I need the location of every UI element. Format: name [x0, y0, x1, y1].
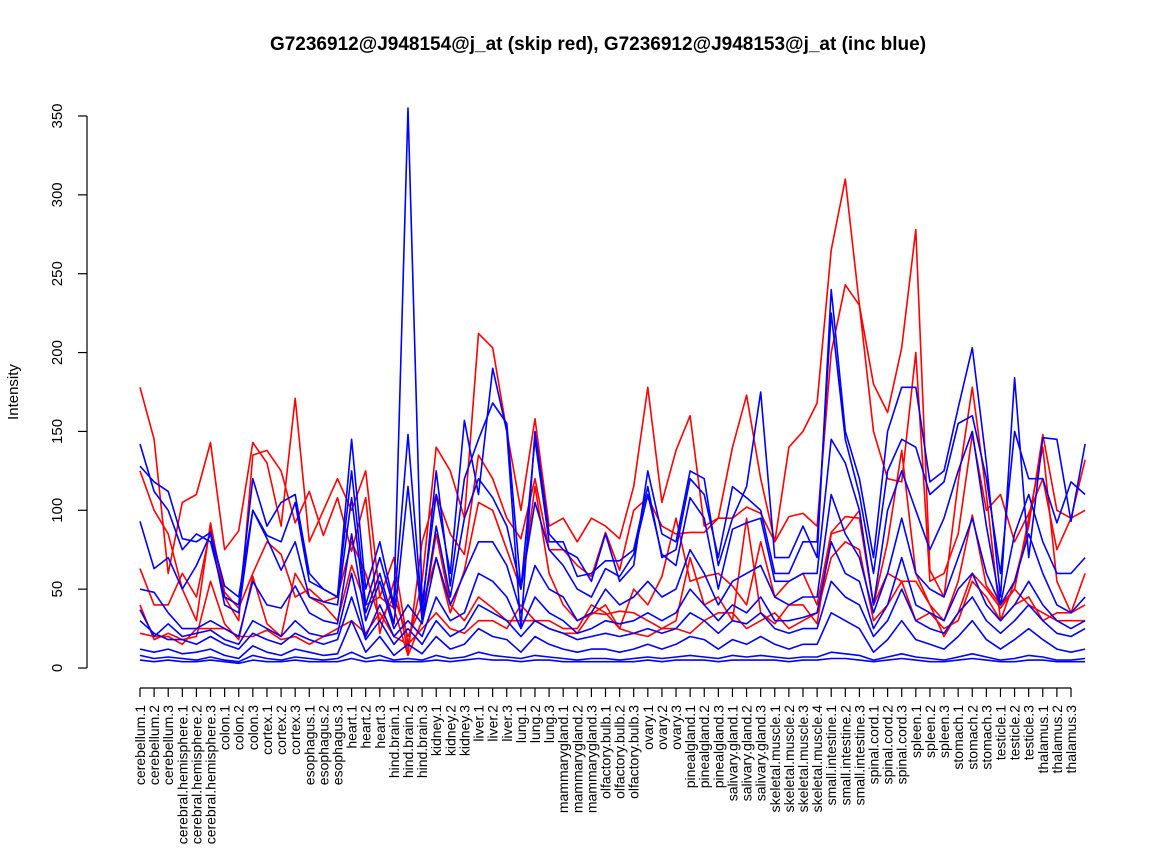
x-tick-label: salivary.gland.1 — [724, 705, 740, 801]
x-tick-label: esophagus.1 — [301, 705, 317, 785]
series-line-inc-5 — [139, 540, 1086, 646]
chart-title: G7236912@J948154@j_at (skip red), G72369… — [270, 34, 926, 55]
x-tick-label: liver.3 — [499, 705, 515, 742]
x-tick-label: cerebellum.2 — [146, 705, 162, 785]
series-line-inc-2 — [139, 312, 1086, 614]
x-tick-label: spinal.cord.2 — [880, 705, 896, 785]
x-tick-label: olfactory.bulb.3 — [626, 705, 642, 799]
x-tick-label: ovary.1 — [640, 705, 656, 750]
y-axis-label: Intensity — [5, 364, 22, 420]
y-tick-label: 300 — [49, 182, 66, 207]
x-tick-label: hind.brain.3 — [414, 705, 430, 778]
x-tick-label: cerebellum.1 — [132, 705, 148, 785]
x-tick-label: mammarygland.3 — [583, 705, 599, 813]
x-tick-label: heart.1 — [344, 705, 360, 749]
series-line-inc-7 — [139, 611, 1086, 660]
x-tick-label: spleen.3 — [936, 705, 952, 758]
x-tick-label: thalamus.2 — [1049, 705, 1065, 774]
x-tick-label: skeletal.muscle.1 — [767, 705, 783, 813]
plot-lines — [139, 107, 1086, 665]
x-tick-label: colon.1 — [217, 705, 233, 750]
x-tick-label: lung.1 — [513, 705, 529, 743]
x-tick-label: thalamus.3 — [1063, 705, 1079, 774]
x-tick-label: small.intestine.2 — [837, 705, 853, 806]
x-tick-label: salivary.gland.2 — [739, 705, 755, 801]
x-tick-label: ovary.2 — [654, 705, 670, 750]
x-axis: cerebellum.1cerebellum.2cerebellum.3cere… — [132, 687, 1079, 845]
x-tick-label: kidney.3 — [456, 705, 472, 756]
x-tick-label: olfactory.bulb.1 — [598, 705, 614, 799]
x-tick-label: salivary.gland.3 — [753, 705, 769, 801]
x-tick-label: spinal.cord.3 — [894, 705, 910, 785]
x-tick-label: liver.1 — [471, 705, 487, 742]
x-tick-label: testicle.2 — [1007, 705, 1023, 760]
y-tick-label: 350 — [49, 103, 66, 128]
x-tick-label: cortex.3 — [287, 705, 303, 755]
x-tick-label: colon.2 — [231, 705, 247, 750]
x-tick-label: lung.2 — [527, 705, 543, 743]
x-tick-label: spleen.2 — [922, 705, 938, 758]
x-tick-label: lung.3 — [541, 705, 557, 743]
x-tick-label: testicle.1 — [992, 705, 1008, 760]
x-tick-label: ovary.3 — [668, 705, 684, 750]
x-tick-label: small.intestine.1 — [823, 705, 839, 806]
x-tick-label: mammarygland.2 — [569, 705, 585, 813]
x-tick-label: spleen.1 — [908, 705, 924, 758]
x-tick-label: liver.2 — [485, 705, 501, 742]
x-tick-label: stomach.2 — [964, 705, 980, 770]
y-tick-label: 100 — [49, 498, 66, 523]
x-tick-label: heart.3 — [372, 705, 388, 749]
x-tick-label: hind.brain.1 — [386, 705, 402, 778]
x-tick-label: small.intestine.3 — [851, 705, 867, 806]
series-line-inc-4 — [139, 493, 1086, 638]
x-tick-label: hind.brain.2 — [400, 705, 416, 778]
x-tick-label: skeletal.muscle.2 — [781, 705, 797, 813]
x-tick-label: stomach.3 — [978, 705, 994, 770]
x-tick-label: cerebellum.3 — [160, 705, 176, 785]
x-tick-label: thalamus.1 — [1035, 705, 1051, 774]
y-tick-label: 200 — [49, 340, 66, 365]
y-axis: 0 50 100 150 200 250 300 350 — [49, 103, 88, 672]
y-tick-label: 50 — [49, 581, 66, 598]
series-line-inc-1 — [139, 107, 1086, 630]
x-tick-label: heart.2 — [358, 705, 374, 749]
x-tick-label: spinal.cord.1 — [866, 705, 882, 785]
x-tick-label: cortex.1 — [259, 705, 275, 755]
series-line-skip-1 — [139, 178, 1086, 646]
y-tick-label: 0 — [49, 664, 66, 672]
series-line-skip-5 — [139, 540, 1086, 646]
x-tick-label: cerebral.hemisphere.1 — [174, 705, 190, 845]
x-tick-label: pinealgland.1 — [682, 705, 698, 789]
x-tick-label: testicle.3 — [1021, 705, 1037, 760]
x-tick-label: cortex.2 — [273, 705, 289, 755]
y-tick-label: 150 — [49, 419, 66, 444]
x-tick-label: mammarygland.1 — [555, 705, 571, 813]
y-tick-label: 250 — [49, 261, 66, 286]
x-tick-label: skeletal.muscle.3 — [795, 705, 811, 813]
x-tick-label: pinealgland.2 — [696, 705, 712, 789]
x-tick-label: esophagus.2 — [315, 705, 331, 785]
series-line-skip-4 — [139, 509, 1086, 657]
x-tick-label: kidney.2 — [442, 705, 458, 756]
x-tick-label: esophagus.3 — [329, 705, 345, 785]
x-tick-label: pinealgland.3 — [710, 705, 726, 789]
x-tick-label: cerebral.hemisphere.3 — [203, 705, 219, 845]
x-tick-label: kidney.1 — [428, 705, 444, 756]
x-tick-label: colon.3 — [245, 705, 261, 750]
x-tick-label: olfactory.bulb.2 — [612, 705, 628, 799]
series-line-inc-6 — [139, 580, 1086, 650]
series-line-inc-8 — [139, 651, 1086, 663]
x-tick-label: cerebral.hemisphere.2 — [188, 705, 204, 845]
x-tick-label: skeletal.muscle.4 — [809, 705, 825, 813]
x-tick-label: stomach.1 — [950, 705, 966, 770]
series-line-inc-9 — [139, 657, 1086, 665]
series-line-inc-3 — [139, 430, 1086, 625]
